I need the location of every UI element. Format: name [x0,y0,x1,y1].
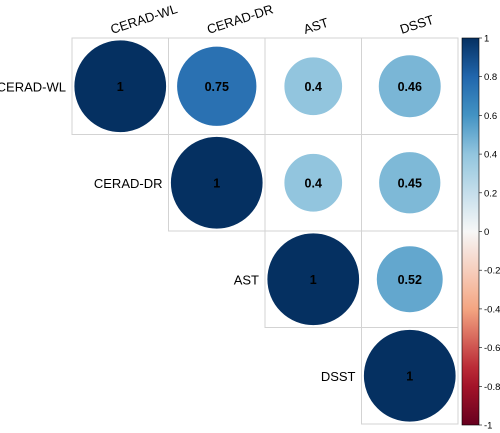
colorbar-tick-label: 0 [484,227,489,238]
cell-value: 0.52 [398,273,422,287]
correlation-circles [73,39,457,423]
correlation-circle [363,329,457,423]
row-label: AST [234,272,259,287]
colorbar-tick-label: -0.4 [484,304,500,315]
correlation-circle [266,232,360,326]
colorbar-tick-label: 0.8 [484,72,497,83]
column-label: CERAD-DR [205,1,275,36]
correlation-circle [375,245,444,314]
cell-value: 0.4 [305,80,322,94]
colorbar-tick-label: 0.6 [484,111,497,122]
colorbar-tick-label: -0.2 [484,266,500,277]
column-label: AST [302,15,331,37]
cell-value: 1 [406,369,413,383]
row-label: CERAD-DR [94,176,163,191]
colorbar-tick-label: -0.8 [484,382,500,393]
cell-value: 0.75 [205,80,229,94]
row-label: CERAD-WL [0,79,66,94]
column-label: CERAD-WL [109,1,180,37]
correlation-circle [283,56,343,116]
colorbar-tick-label: -0.6 [484,343,500,354]
colorbar-gradient [461,37,480,426]
cell-value: 1 [117,80,124,94]
color-legend: 1 0.8 0.6 0.4 0.2 0 -0.2 -0.4 -0.6 -0.8 -1 [461,34,500,432]
cell-values: 1 0.75 0.4 0.46 1 0.4 0.45 1 0.52 1 [117,80,422,384]
cell-value: 1 [310,273,317,287]
colorbar-tick-label: 1 [484,34,489,45]
correlation-circle [73,39,167,133]
correlation-circle [283,153,343,213]
cell-value: 1 [213,176,220,190]
column-labels: CERAD-WL CERAD-DR AST DSST [109,1,436,37]
column-label: DSST [398,12,436,37]
correlation-circle [378,151,442,215]
cell-value: 0.4 [305,176,322,190]
row-labels: CERAD-WL CERAD-DR AST DSST [0,79,356,384]
cell-value: 0.45 [398,176,422,190]
colorbar-tick-label: -1 [484,421,492,432]
cell-grid [71,37,459,425]
grid-cell [361,327,459,425]
colorbar-tick-label: 0.2 [484,188,497,199]
correlation-circle [176,45,258,127]
correlation-circle [377,54,442,119]
correlation-circle [170,136,264,230]
row-label: DSST [321,369,356,384]
colorbar-tick-label: 0.4 [484,150,497,161]
cell-value: 0.46 [398,80,422,94]
